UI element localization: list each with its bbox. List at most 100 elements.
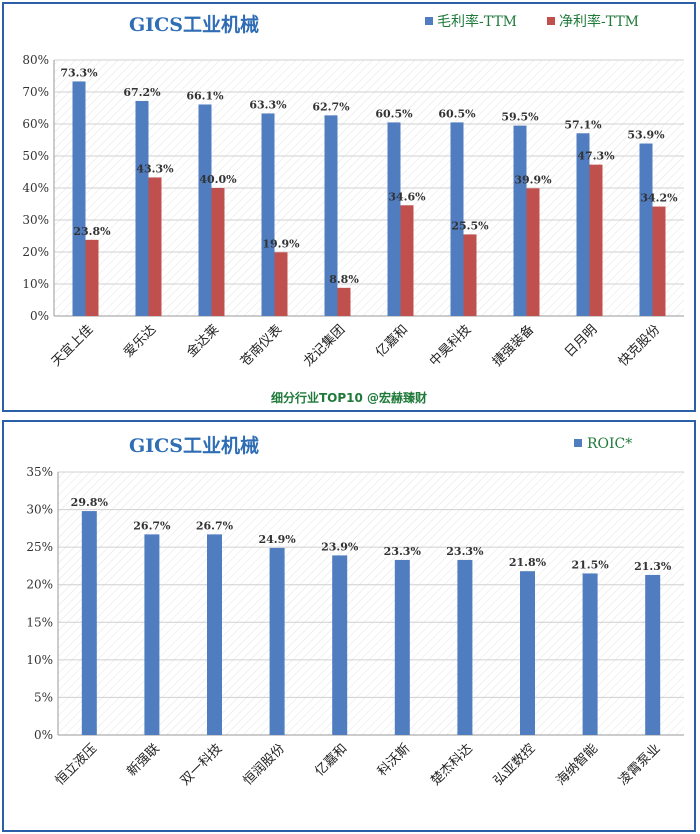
data-label: 21.3% <box>634 560 672 573</box>
data-label: 25.5% <box>451 219 489 232</box>
data-label: 63.3% <box>249 98 287 111</box>
data-label: 34.2% <box>640 192 678 205</box>
bar-series2 <box>337 287 351 316</box>
data-label: 29.8% <box>71 496 109 509</box>
y-tick-label: 60% <box>22 117 49 131</box>
category-label: 亿嘉和 <box>312 741 350 779</box>
footer-caption: 细分行业TOP10 @宏赫臻财 <box>271 390 427 405</box>
bar-series1 <box>81 511 97 735</box>
bar-series1 <box>198 104 212 316</box>
data-label: 21.8% <box>509 556 547 569</box>
category-label: 凌霄泵业 <box>616 741 663 788</box>
data-label: 60.5% <box>438 107 476 120</box>
data-labels: 29.8% 26.7% 26.7% 24.9% 23.9% 23.3% 23.3% 21.8%… <box>71 496 672 573</box>
category-label: 日月明 <box>562 322 600 360</box>
data-label: 73.3% <box>60 66 98 79</box>
y-tick-label: 30% <box>26 503 53 517</box>
y-tick-label: 30% <box>22 213 49 227</box>
bar-series1 <box>387 122 401 317</box>
bar-series2 <box>526 188 540 316</box>
category-label: 亿嘉和 <box>373 322 411 360</box>
category-label: 苍南仪表 <box>237 322 285 370</box>
data-label: 53.9% <box>627 129 665 142</box>
category-label: 金达莱 <box>183 322 222 361</box>
data-label: 60.5% <box>375 107 413 120</box>
y-tick-label: 50% <box>22 149 49 163</box>
category-label: 捷强装备 <box>489 322 537 370</box>
category-label: 恒润股份 <box>241 741 288 788</box>
category-label: 天宜上佳 <box>49 322 96 369</box>
data-label: 34.6% <box>388 190 426 203</box>
data-label: 26.7% <box>133 519 171 532</box>
y-tick-label: 40% <box>22 181 49 195</box>
y-axis-ticks: 0% 5% 10% 15% 20% 25% 30% 35% <box>26 465 53 742</box>
data-label: 40.0% <box>199 173 237 186</box>
data-label: 19.9% <box>262 237 300 250</box>
category-label: 恒立液压 <box>53 741 100 788</box>
data-label: 66.1% <box>186 89 224 102</box>
bar-series2 <box>589 164 603 316</box>
data-label: 23.9% <box>321 540 359 553</box>
data-label: 26.7% <box>196 519 234 532</box>
y-axis-ticks: 0% 10% 20% 30% 40% 50% 60% 70% 80% <box>22 53 49 323</box>
y-tick-label: 5% <box>34 690 53 704</box>
bar-series2 <box>85 239 99 316</box>
y-tick-label: 0% <box>30 309 49 323</box>
data-label: 24.9% <box>258 533 296 546</box>
data-label: 23.8% <box>73 225 111 238</box>
data-label: 23.3% <box>384 545 422 558</box>
margin-chart-svg: GICS工业机械 毛利率-TTM 净利率-TTM 0% 10% 20% 30% 40% 5… <box>22 13 684 405</box>
y-tick-label: 20% <box>26 578 53 592</box>
bar-series1 <box>72 81 86 316</box>
bar-series2 <box>274 252 288 316</box>
bar-series1 <box>332 555 348 735</box>
legend-label-net-margin: 净利率-TTM <box>559 13 639 30</box>
legend-swatch-net-margin <box>547 17 555 25</box>
legend-label-roic: ROIC* <box>587 436 632 452</box>
bar-series2 <box>148 177 162 316</box>
category-label: 楚杰科达 <box>428 741 475 788</box>
data-label: 62.7% <box>312 100 350 113</box>
data-label: 57.1% <box>564 118 602 131</box>
y-tick-label: 35% <box>26 465 53 479</box>
chart-title: GICS工业机械 <box>129 434 259 457</box>
category-label: 中昊科技 <box>427 322 474 369</box>
chart-title: GICS工业机械 <box>129 13 259 36</box>
bar-series1 <box>269 547 285 735</box>
data-label: 21.5% <box>571 558 609 571</box>
category-label: 龙记集团 <box>300 322 348 370</box>
legend-swatch-roic <box>574 439 582 447</box>
category-label: 快克股份 <box>616 322 663 369</box>
category-label: 新强联 <box>124 741 163 780</box>
category-labels: 恒立液压 新强联 双一科技 恒润股份 亿嘉和 科沃斯 楚杰科达 弘亚数控 海纳智能 凌霄泵业 <box>53 741 664 789</box>
bar-series1 <box>520 571 535 735</box>
legend-swatch-gross-margin <box>425 17 433 25</box>
chart-panel-roic: GICS工业机械 ROIC* 0% 5% 10% 15% 20% 25% 30% 35% 29… <box>2 420 696 832</box>
roic-chart-svg: GICS工业机械 ROIC* 0% 5% 10% 15% 20% 25% 30% 35% 29… <box>26 434 684 789</box>
bar-series1 <box>135 100 149 317</box>
y-tick-label: 80% <box>22 53 49 67</box>
data-label: 59.5% <box>501 111 539 124</box>
y-tick-label: 10% <box>22 277 49 291</box>
bar-series2 <box>211 188 225 316</box>
y-tick-label: 25% <box>26 540 53 554</box>
data-label: 23.3% <box>446 545 484 558</box>
plot-area-background <box>58 472 684 735</box>
data-label: 67.2% <box>123 86 161 99</box>
data-label: 43.3% <box>136 162 174 175</box>
y-tick-label: 20% <box>22 245 49 259</box>
chart-panel-gross-net-margin: GICS工业机械 毛利率-TTM 净利率-TTM 0% 10% 20% 30% 40% 5… <box>2 2 696 412</box>
category-label: 科沃斯 <box>375 741 413 779</box>
gridlines <box>57 471 684 736</box>
category-label: 海纳智能 <box>554 741 601 788</box>
bar-series1 <box>513 125 527 316</box>
bar-series1 <box>394 559 410 735</box>
bars <box>81 511 661 735</box>
legend-label-gross-margin: 毛利率-TTM <box>437 13 517 30</box>
data-label: 39.9% <box>514 173 552 186</box>
bar-series1 <box>645 574 661 735</box>
bar-series1 <box>324 115 338 316</box>
bar-series1 <box>144 534 160 735</box>
data-labels: 73.3% 23.8% 67.2% 43.3% 66.1% 40.0% 63.3% 19.9%… <box>60 66 678 285</box>
bar-series2 <box>463 234 477 316</box>
